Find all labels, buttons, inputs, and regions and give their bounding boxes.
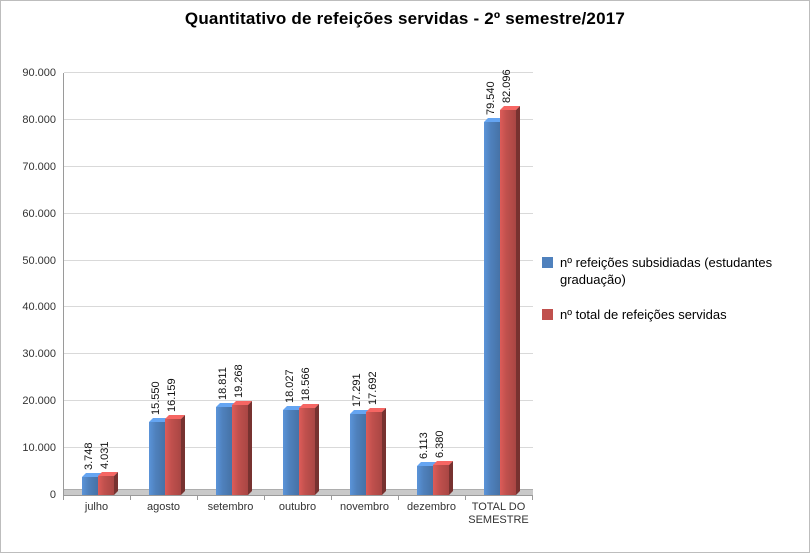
bar-value-label: 17.692 — [367, 371, 379, 405]
x-category-label: dezembro — [407, 501, 456, 513]
bar-value-label: 17.291 — [351, 373, 363, 407]
legend-swatch — [542, 257, 553, 268]
x-axis-tick — [197, 495, 198, 500]
x-category-label: outubro — [278, 501, 317, 513]
bar-value-label: 18.811 — [217, 367, 229, 400]
legend-swatch — [542, 309, 553, 320]
y-tick-label: 30.000 — [22, 348, 56, 361]
x-axis-tick — [130, 495, 131, 500]
bar-value-label: 6.113 — [418, 432, 430, 459]
plot-area: 3.748 4.031 15.550 16.159 18.811 19.268 18.027… — [63, 69, 533, 496]
x-axis-tick — [465, 495, 466, 500]
gridline — [64, 72, 533, 73]
legend: nº refeições subsidiadas (estudantes gra… — [542, 254, 804, 323]
x-axis-tick — [63, 495, 64, 500]
gridline — [64, 212, 533, 214]
bar-total — [500, 106, 520, 495]
y-tick-label: 70.000 — [22, 160, 56, 173]
bar-side-face — [449, 461, 453, 495]
bar-subsidiadas — [350, 410, 370, 495]
x-axis-tick — [264, 495, 265, 500]
bar-value-label: 4.031 — [99, 441, 111, 469]
gridline — [64, 353, 533, 355]
bar-total — [98, 472, 118, 495]
bar-side-face — [114, 472, 118, 495]
bar-subsidiadas — [216, 403, 236, 495]
gridline — [64, 165, 533, 167]
legend-item: nº refeições subsidiadas (estudantes gra… — [542, 254, 804, 288]
x-category-label: julho — [84, 501, 109, 513]
gridline — [64, 259, 533, 261]
gridline — [64, 400, 533, 402]
bar-total — [366, 408, 386, 495]
legend-label: nº total de refeições servidas — [560, 307, 727, 322]
bar-side-face — [181, 415, 185, 495]
x-axis-tick — [331, 495, 332, 500]
x-category-label: TOTAL DO SEMESTRE — [468, 501, 529, 526]
y-tick-label: 40.000 — [22, 301, 56, 314]
bar-side-face — [516, 106, 520, 495]
y-tick-label: 0 — [49, 489, 56, 501]
chart-title: Quantitativo de refeições servidas - 2º … — [184, 9, 626, 28]
gridline — [64, 118, 533, 120]
y-tick-label: 10.000 — [22, 442, 56, 455]
bar-value-label: 18.566 — [300, 367, 312, 401]
bar-value-label: 18.027 — [284, 369, 296, 403]
bar-subsidiadas — [484, 118, 504, 495]
bar-total — [232, 401, 252, 495]
gridline — [64, 306, 533, 308]
y-tick-label: 50.000 — [22, 254, 56, 267]
y-tick-label: 80.000 — [22, 113, 56, 126]
bar-value-label: 79.540 — [485, 81, 497, 115]
bar-subsidiadas — [283, 406, 303, 495]
x-category-label: setembro — [207, 501, 254, 513]
y-tick-label: 60.000 — [22, 207, 56, 220]
bar-total — [165, 415, 185, 495]
bar-value-label: 16.159 — [166, 378, 178, 412]
bar-value-label: 82.096 — [501, 69, 513, 103]
x-category-label: agosto — [146, 501, 181, 513]
y-tick-label: 90.000 — [22, 67, 56, 79]
bar-subsidiadas — [417, 462, 437, 495]
legend-item: nº total de refeições servidas — [542, 306, 804, 323]
bar-total — [433, 461, 453, 495]
x-axis-tick — [532, 495, 533, 500]
bar-value-label: 3.748 — [83, 442, 95, 470]
bar-side-face — [315, 404, 319, 495]
bar-value-label: 15.550 — [150, 381, 162, 415]
y-tick-label: 20.000 — [22, 395, 56, 408]
x-axis-tick — [398, 495, 399, 500]
bar-value-label: 6.380 — [434, 430, 446, 458]
bar-value-label: 19.268 — [233, 364, 245, 398]
bar-side-face — [382, 408, 386, 495]
bar-subsidiadas — [82, 473, 102, 495]
bar-side-face — [248, 401, 252, 495]
bar-total — [299, 404, 319, 495]
bar-subsidiadas — [149, 418, 169, 495]
x-category-label: novembro — [340, 501, 389, 513]
legend-label: nº refeições subsidiadas (estudantes gra… — [560, 255, 773, 287]
